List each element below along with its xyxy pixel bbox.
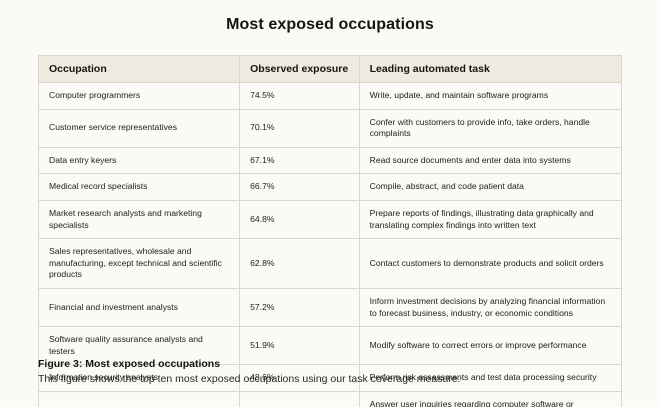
header-row: Occupation Observed exposure Leading autom… [37, 55, 623, 83]
caption-label: Figure 3: Most exposed occupations [38, 358, 221, 370]
exposure-cell: 51.9% [239, 326, 360, 366]
exposure-cell: 46.8% [239, 390, 360, 407]
task-cell: Confer with customers to provide info, t… [358, 108, 623, 148]
task-cell: Read source documents and enter data int… [358, 146, 623, 175]
column-header-0: Occupation [37, 55, 241, 83]
occupation-cell: Sales representatives, wholesale and man… [37, 238, 241, 289]
exposure-cell: 57.2% [239, 287, 360, 328]
table-wrapper: Occupation Observed exposure Leading autom… [37, 55, 623, 407]
task-cell: Inform investment decisions by analyzing… [358, 287, 623, 328]
table-row: Financial and investment analysts 57.2% In… [37, 287, 623, 328]
table-row: Computer user support specialists46.8%An… [37, 390, 623, 407]
occupation-cell: Software quality assurance analysts and … [37, 326, 241, 366]
exposure-cell: 67.1% [239, 146, 360, 175]
task-cell: Write, update, and maintain software pro… [358, 82, 623, 110]
occupation-cell: Medical record specialists [37, 173, 241, 201]
occupation-cell: Financial and investment analysts [37, 287, 241, 328]
table-body: Computer programmers 74.5% Write, update, … [37, 82, 623, 407]
figure-title: Most exposed occupations [226, 16, 434, 33]
table-row: Customer service representatives 70.1% Con… [37, 108, 623, 148]
exposure-cell: 64.8% [239, 199, 360, 240]
task-cell: Prepare reports of findings, illustratin… [358, 199, 623, 240]
task-cell: Modify software to correct errors or imp… [358, 326, 623, 366]
occupation-cell: Computer programmers [37, 82, 241, 110]
exposure-cell: 74.5% [239, 82, 360, 110]
exposure-cell: 66.7% [239, 173, 360, 201]
occupation-cell: Customer service representatives [37, 108, 241, 148]
column-header-1: Observed exposure [239, 55, 360, 83]
task-cell: Perform risk assessments and test data p… [358, 364, 623, 392]
task-cell: Answer user inquiries regarding computer… [358, 390, 623, 407]
figure-caption: Figure 3: Most exposed occupations This … [38, 358, 622, 385]
table-row: Computer programmers 74.5% Write, update, … [37, 82, 623, 110]
occupation-cell: Market research analysts and marketing s… [37, 199, 241, 240]
table-row: Information security analysts 48.6% Perfor… [37, 364, 623, 392]
exposure-cell: 70.1% [239, 108, 360, 148]
task-cell: Contact customers to demonstrate product… [358, 238, 623, 289]
task-cell: Compile, abstract, and code patient data [358, 173, 623, 201]
occupation-cell: Computer user support specialists [37, 390, 241, 407]
table-row: Market research analysts and marketing s… [37, 199, 623, 240]
table-row: Sales representatives, wholesale and man… [37, 238, 623, 289]
table-row: Medical record specialists 66.7% Compile, … [37, 173, 623, 201]
caption-text: This figure shows the top ten most expos… [38, 373, 461, 385]
column-header-2: Leading automated task [358, 55, 623, 83]
table-row: Data entry keyers 67.1% Read source docume… [37, 146, 623, 175]
table-row: Software quality assurance analysts and … [37, 326, 623, 366]
table-header: Occupation Observed exposure Leading autom… [37, 55, 623, 83]
exposure-table: Occupation Observed exposure Leading autom… [37, 55, 623, 407]
exposure-cell: 62.8% [239, 238, 360, 289]
occupation-cell: Data entry keyers [37, 146, 241, 175]
